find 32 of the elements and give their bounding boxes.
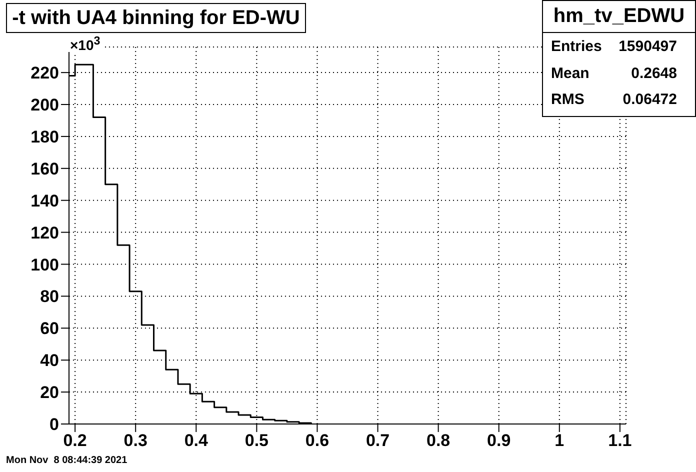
x-tick-label: 0.9: [487, 431, 511, 450]
y-tick-label: 200: [30, 96, 59, 115]
y-tick-label: 0: [50, 415, 59, 434]
y-tick-label: 100: [30, 255, 59, 274]
y-tick-label: 80: [40, 287, 59, 306]
chart-title: -t with UA4 binning for ED-WU: [6, 3, 306, 33]
x-tick-label: 0.3: [124, 431, 148, 450]
x-tick-label: 0.6: [305, 431, 330, 450]
y-tick-label: 40: [40, 351, 59, 370]
annotation: Entries: [551, 38, 602, 55]
text: 0.2648: [631, 65, 677, 82]
annotation: RMS: [551, 91, 584, 108]
annotation: Mean: [551, 65, 590, 82]
annotation: 1590497: [618, 38, 677, 55]
y-tick-label: 140: [30, 191, 59, 210]
x-tick-label: 0.7: [366, 431, 390, 450]
x-tick-label: 0.5: [244, 431, 269, 450]
x-tick-label: 0.8: [426, 431, 450, 450]
x-tick-label: 0.4: [184, 431, 208, 450]
x-tick-label: 0.2: [63, 431, 87, 450]
text: Mon Nov 8 08:44:39 2021: [6, 455, 128, 466]
text: hm_tv_EDWU: [543, 1, 695, 33]
x-tick-label: 1: [554, 431, 564, 450]
y-tick-label: 160: [30, 159, 59, 178]
annotation: 0.06472: [622, 91, 677, 108]
y-tick-label: 60: [40, 319, 59, 338]
y-tick-label: 120: [30, 223, 59, 242]
y-tick-label: 20: [40, 383, 59, 402]
y-tick-label: 180: [30, 127, 59, 146]
y-tick-label: 220: [30, 64, 59, 83]
annotation: ×10$^{3}$: [70, 34, 100, 53]
x-tick-label: 1.1: [608, 431, 632, 450]
